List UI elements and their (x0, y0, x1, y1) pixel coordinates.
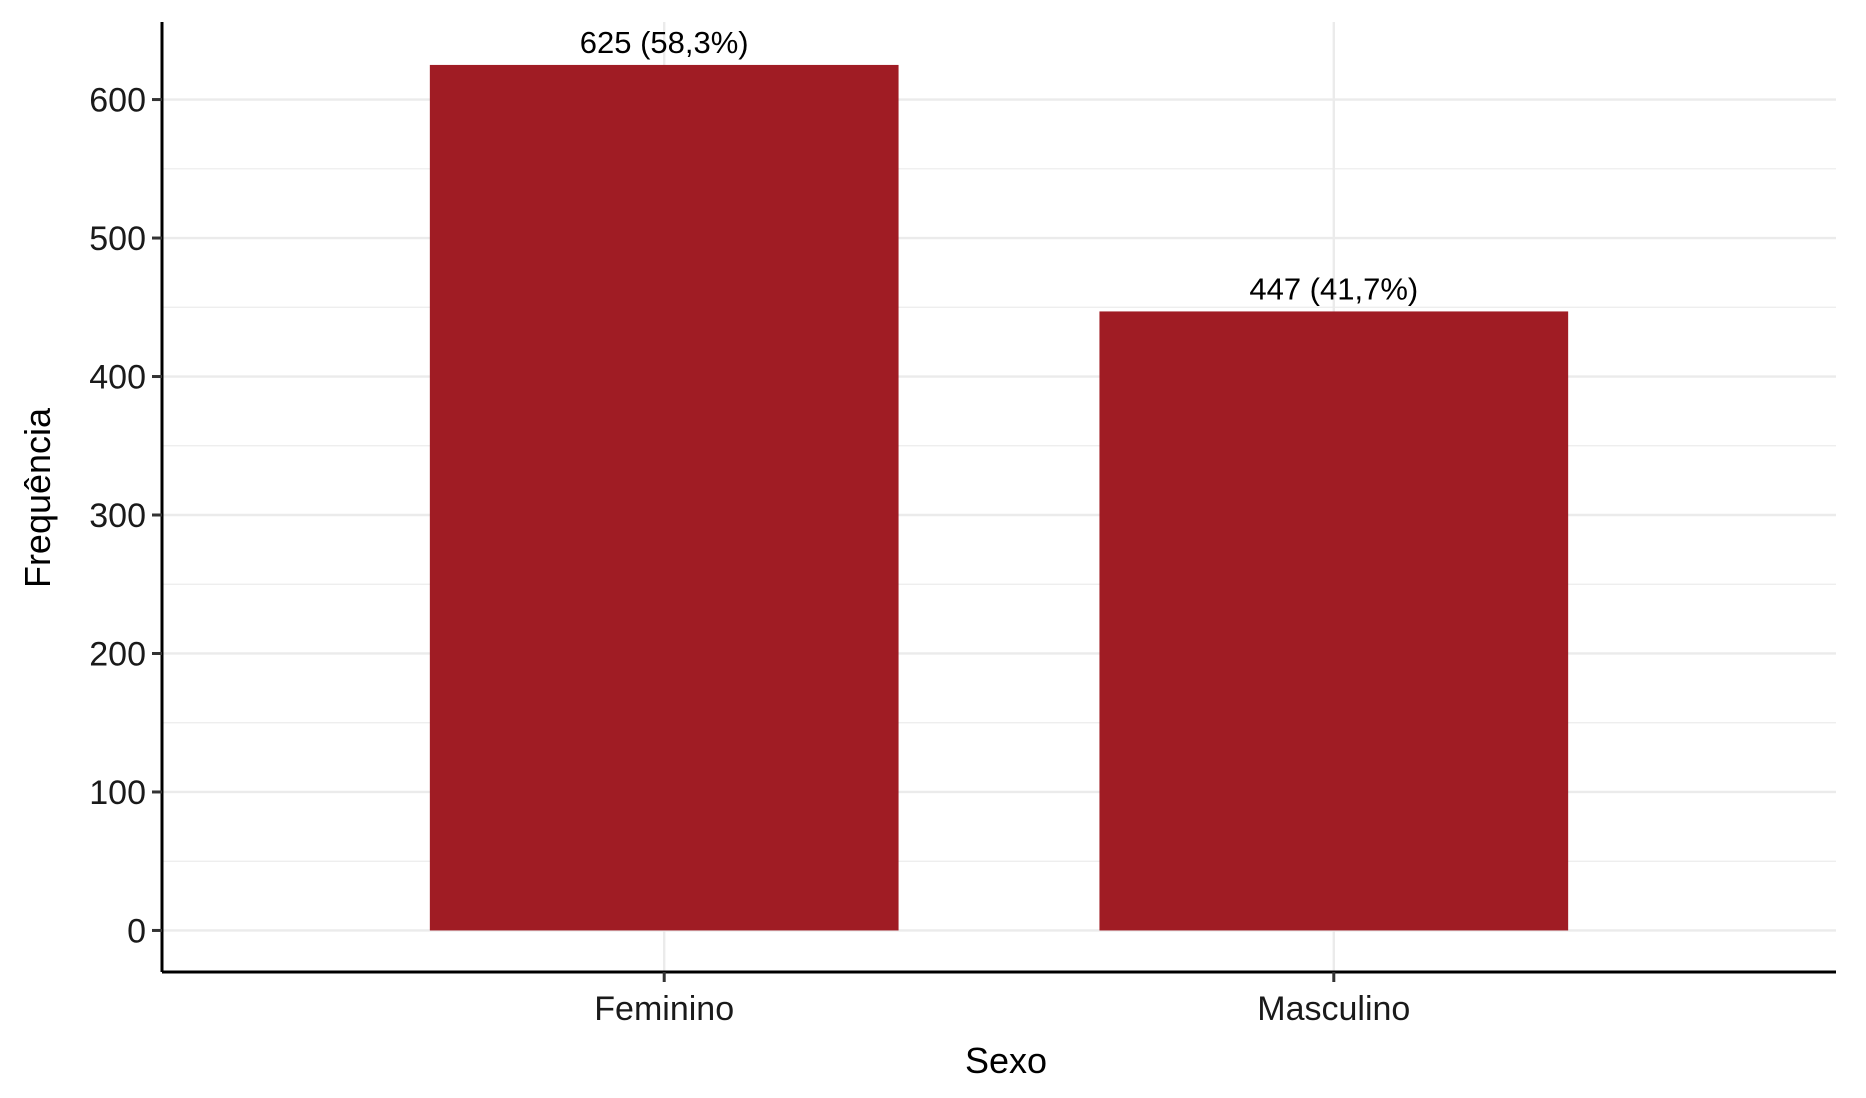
y-tick-label: 500 (89, 220, 146, 258)
y-tick-label: 300 (89, 497, 146, 535)
bars (429, 64, 1569, 931)
x-axis-title: Sexo (965, 1040, 1047, 1081)
x-tick-label: Feminino (594, 990, 734, 1028)
y-tick-label: 0 (127, 912, 146, 950)
y-tick-label: 200 (89, 635, 146, 673)
bar-masculino (1099, 311, 1569, 931)
grid (162, 22, 1836, 972)
y-axis-title: Frequência (17, 407, 58, 588)
data-label-masculino: 447 (41,7%) (1249, 271, 1418, 306)
y-tick-label: 100 (89, 774, 146, 812)
x-tick-label: Masculino (1257, 990, 1410, 1028)
data-label-feminino: 625 (58,3%) (580, 25, 749, 60)
axes: 0 100 200 300 400 500 600 Feminino Masculino (89, 22, 1836, 1028)
data-labels: 625 (58,3%) 447 (41,7%) (580, 25, 1418, 307)
y-tick-label: 400 (89, 359, 146, 397)
bar-feminino (429, 64, 899, 931)
y-tick-label: 600 (89, 82, 146, 120)
